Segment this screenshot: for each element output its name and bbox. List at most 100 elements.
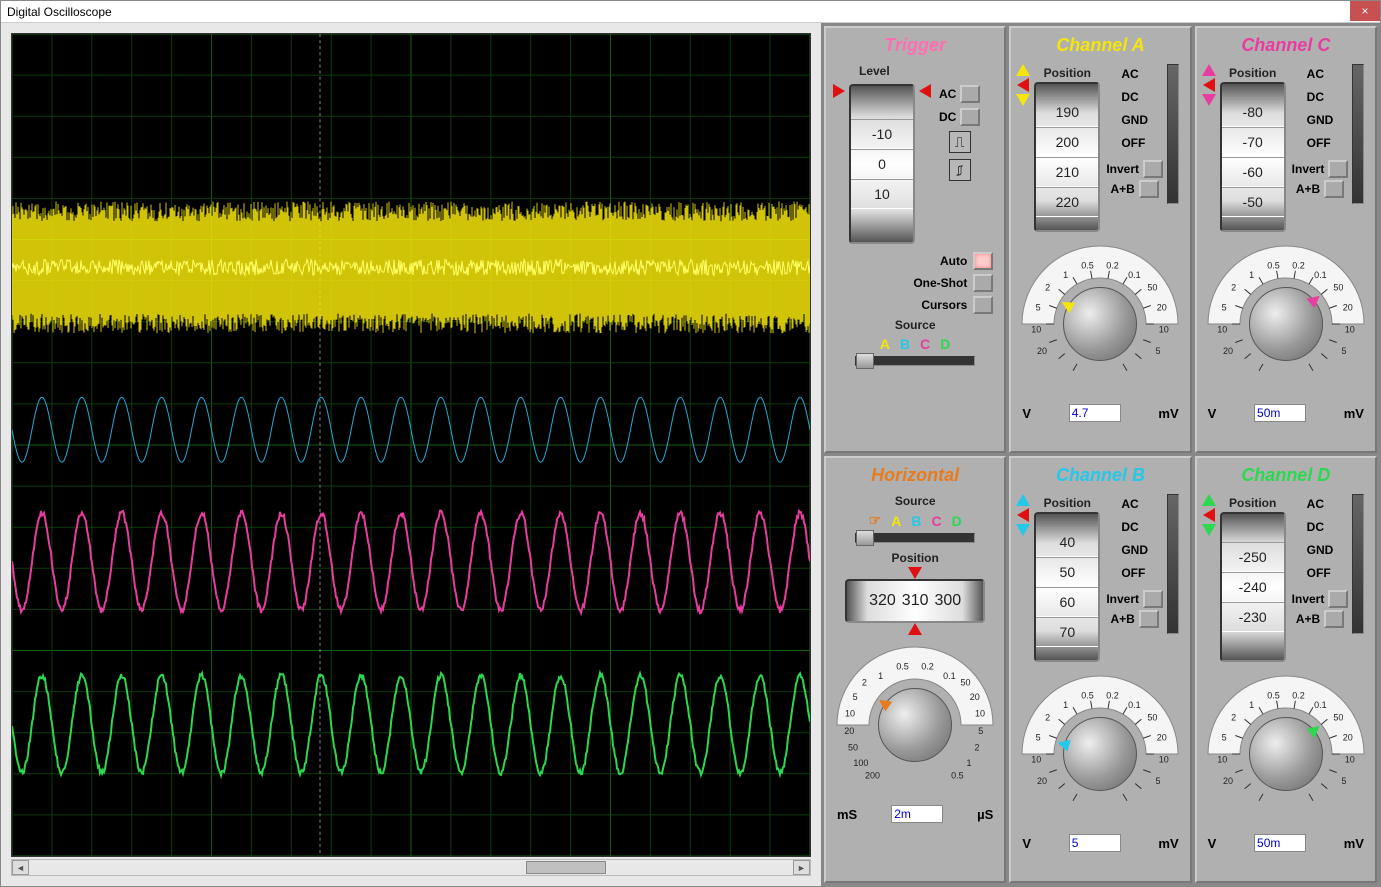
horizontal-position-wheel[interactable]: 320310300 [845,579,985,623]
pos-arrow-down-icon[interactable] [1202,94,1216,106]
svg-text:1: 1 [1064,270,1069,280]
ab-button[interactable] [1324,610,1344,628]
position-wheel[interactable]: -80-70-60-50 [1220,82,1286,232]
svg-text:10: 10 [1345,755,1355,765]
position-arrow-up-icon[interactable] [908,567,922,579]
source-a[interactable]: A [880,336,890,352]
cursors-button[interactable] [973,296,993,314]
trigger-arrow-icon[interactable] [919,84,931,98]
coupling-list: ACDCGNDOFF [1307,494,1334,583]
horizontal-source-slider[interactable] [829,531,1001,549]
source-b[interactable]: B [911,513,921,529]
svg-text:2: 2 [1046,282,1051,292]
pos-arrow-up-icon[interactable] [1202,494,1216,506]
source-d[interactable]: D [952,513,962,529]
svg-text:10: 10 [1217,755,1227,765]
svg-text:1: 1 [878,671,883,681]
position-label: Position [1044,64,1091,82]
pos-arrow-center-icon[interactable] [1017,78,1029,92]
slider-handle[interactable] [856,530,874,546]
invert-button[interactable] [1143,160,1163,178]
pos-arrow-down-icon[interactable] [1202,524,1216,536]
coupling-dc-label: DC [1307,520,1324,534]
vdiv-value-input[interactable] [1254,404,1306,422]
vdiv-knob[interactable]: 10.50.20.12505201010205 [1201,234,1371,404]
scroll-thumb[interactable] [526,861,606,874]
scroll-left-button[interactable]: ◄ [12,860,29,875]
rising-edge-icon[interactable]: ⎍ [949,131,971,153]
coupling-slider[interactable] [1167,64,1179,204]
vdiv-unit-right: mV [1158,836,1178,851]
source-c[interactable]: C [931,513,941,529]
vdiv-knob[interactable]: 10.50.20.12505201010205 [1015,234,1185,404]
invert-button[interactable] [1328,160,1348,178]
vdiv-knob[interactable]: 10.50.20.12505201010205 [1201,664,1371,834]
timebase-knob[interactable]: 10.50.20.1250520101020550210012000.5 [830,635,1000,805]
svg-text:10: 10 [1345,325,1355,335]
source-c[interactable]: C [920,336,930,352]
svg-text:50: 50 [848,743,858,753]
vdiv-unit-right: mV [1344,406,1364,421]
source-a[interactable]: A [891,513,901,529]
vdiv-unit-left: V [1208,836,1217,851]
vdiv-value-input[interactable] [1069,404,1121,422]
svg-text:1: 1 [1249,700,1254,710]
position-wheel[interactable]: -250-240-230 [1220,512,1286,662]
ab-button[interactable] [1139,180,1159,198]
pos-arrow-up-icon[interactable] [1016,494,1030,506]
pos-arrow-center-icon[interactable] [1203,78,1215,92]
pos-arrow-down-icon[interactable] [1016,94,1030,106]
knob-body[interactable] [1063,287,1137,361]
pos-arrow-center-icon[interactable] [1203,508,1215,522]
position-wheel[interactable]: 40506070 [1034,512,1100,662]
knob-body[interactable] [1063,717,1137,791]
trigger-level-wheel[interactable]: -10010 [849,84,915,244]
trigger-source-slider[interactable] [829,354,1001,372]
coupling-dc-button[interactable] [960,108,980,126]
slider-handle[interactable] [856,353,874,369]
pos-arrow-center-icon[interactable] [1017,508,1029,522]
invert-button[interactable] [1328,590,1348,608]
source-b[interactable]: B [900,336,910,352]
position-arrows [1016,494,1030,536]
falling-edge-icon[interactable]: ⎎ [949,159,971,181]
auto-button[interactable] [973,252,993,270]
horizontal-panel: Horizontal Source ☞ABCD Position 3203103… [824,456,1006,883]
svg-text:20: 20 [1223,346,1233,356]
trigger-arrow-icon[interactable] [833,84,845,98]
coupling-slider[interactable] [1352,494,1364,634]
vdiv-knob[interactable]: 10.50.20.12505201010205 [1015,664,1185,834]
level-label: Level [829,62,1001,80]
oneshot-button[interactable] [973,274,993,292]
invert-label: Invert [1292,592,1325,606]
vdiv-value-input[interactable] [1069,834,1121,852]
svg-text:0.1: 0.1 [1129,700,1142,710]
scope-screen[interactable] [11,33,811,857]
ab-button[interactable] [1139,610,1159,628]
coupling-off-label: OFF [1121,136,1145,150]
scroll-right-button[interactable]: ► [793,860,810,875]
position-wheel[interactable]: 190200210220 [1034,82,1100,232]
pos-arrow-up-icon[interactable] [1016,64,1030,76]
pos-arrow-down-icon[interactable] [1016,524,1030,536]
coupling-slider[interactable] [1167,494,1179,634]
coupling-ac-button[interactable] [960,85,980,103]
coupling-gnd-label: GND [1307,113,1334,127]
timebase-value-input[interactable] [891,805,943,823]
position-arrow-down-icon[interactable] [908,623,922,635]
horizontal-scrollbar[interactable]: ◄ ► [11,859,811,876]
coupling-list: ACDCGNDOFF [1307,64,1334,153]
trigger-coupling-list: AC DC [939,84,980,127]
invert-button[interactable] [1143,590,1163,608]
svg-text:20: 20 [1343,302,1353,312]
svg-text:0.2: 0.2 [1292,260,1305,270]
close-button[interactable]: × [1350,1,1380,21]
vdiv-value-input[interactable] [1254,834,1306,852]
coupling-slider[interactable] [1352,64,1364,204]
source-d[interactable]: D [940,336,950,352]
pos-arrow-up-icon[interactable] [1202,64,1216,76]
scroll-track[interactable] [29,860,793,875]
ab-button[interactable] [1324,180,1344,198]
svg-text:5: 5 [1156,776,1161,786]
svg-text:0.1: 0.1 [943,671,956,681]
